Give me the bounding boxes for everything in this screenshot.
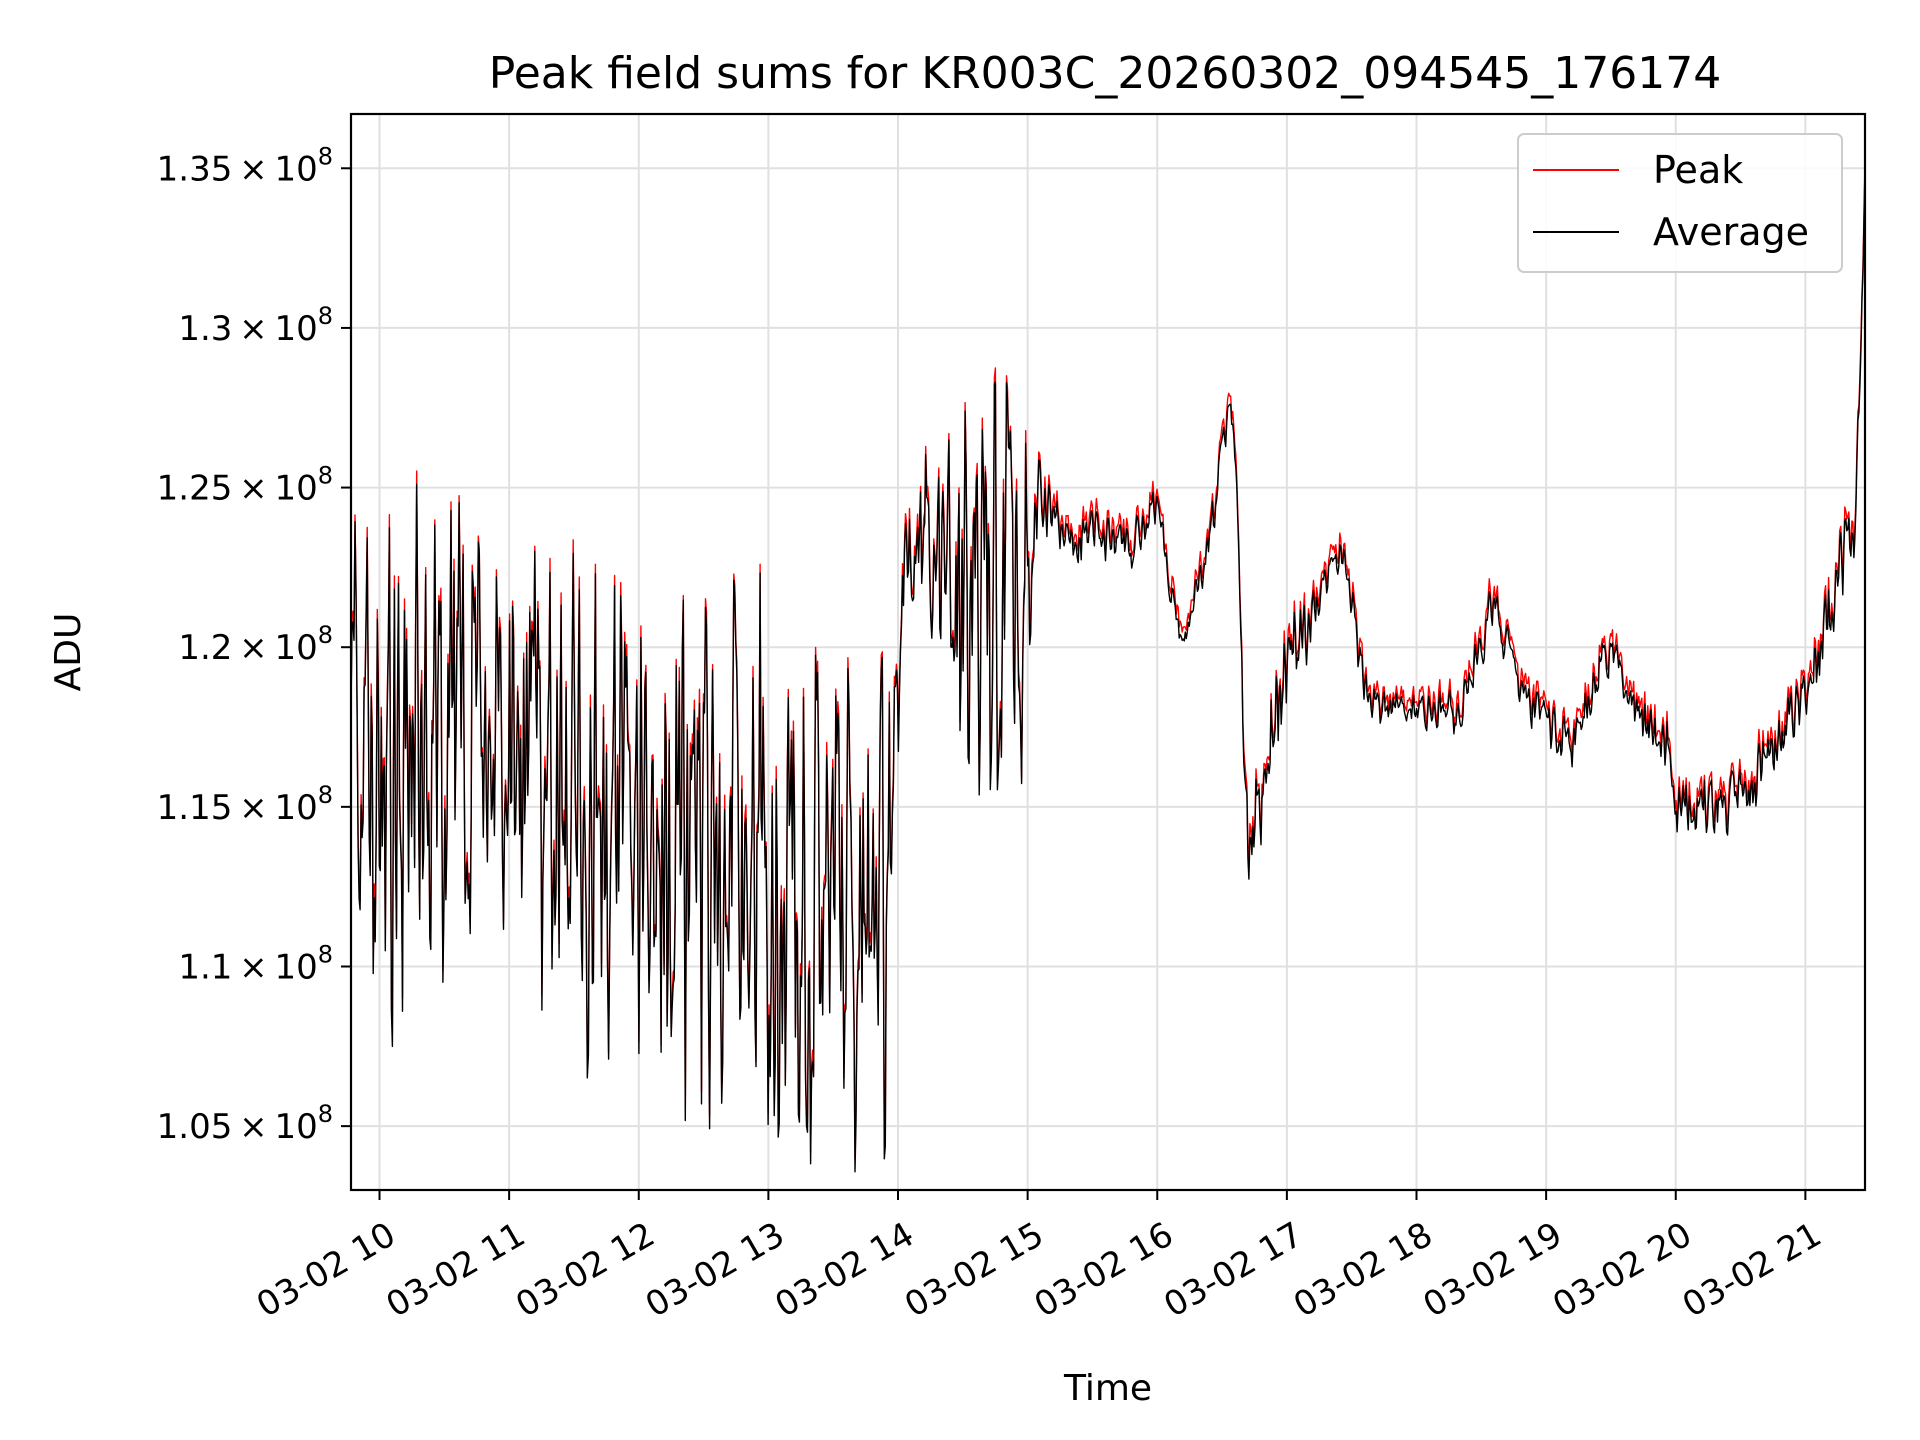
y-tick-label: 1.3 × 108 xyxy=(178,302,333,349)
legend[interactable]: Peak Average xyxy=(1517,133,1843,273)
y-axis-label: ADU xyxy=(48,613,89,692)
legend-label-peak: Peak xyxy=(1653,148,1743,192)
legend-label-average: Average xyxy=(1653,210,1809,254)
plot-frame xyxy=(349,112,1867,1192)
series-layer xyxy=(350,161,1866,1173)
y-tick-label: 1.1 × 108 xyxy=(178,940,333,987)
y-tick-label: 1.05 × 108 xyxy=(157,1100,333,1147)
y-tick-label: 1.25 × 108 xyxy=(157,462,333,509)
y-tick-label: 1.2 × 108 xyxy=(178,621,333,668)
y-axis-ticks: 1.05 × 108 1.1 × 108 1.15 × 108 1.2 × 108 1.… xyxy=(157,142,351,1147)
series-line-average xyxy=(350,169,1866,1173)
y-tick-label: 1.15 × 108 xyxy=(157,781,333,828)
legend-box xyxy=(1517,133,1843,273)
y-tick-label: 1.35 × 108 xyxy=(157,142,333,189)
x-axis-label: Time xyxy=(1063,1368,1152,1409)
chart-title: Peak field sums for KR003C_20260302_0945… xyxy=(489,48,1721,99)
